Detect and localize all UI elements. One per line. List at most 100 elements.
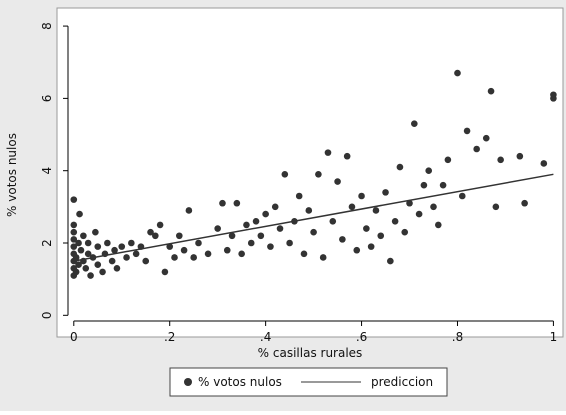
point: [219, 199, 226, 207]
point: [396, 163, 404, 171]
point: [492, 203, 500, 211]
point: [343, 152, 351, 160]
point: [147, 228, 154, 236]
point: [161, 268, 169, 276]
point: [76, 210, 83, 218]
point: [329, 218, 337, 225]
point: [123, 254, 130, 261]
point: [540, 160, 548, 167]
point: [70, 221, 78, 229]
point: [295, 192, 303, 200]
point: [363, 225, 370, 232]
x-tick-label: 0: [70, 330, 78, 344]
point: [463, 127, 471, 135]
fit-line: [73, 173, 554, 262]
point: [473, 145, 480, 153]
point: [243, 221, 250, 229]
point: [70, 196, 78, 203]
point: [367, 243, 375, 250]
point: [82, 265, 90, 272]
point: [214, 225, 221, 232]
point: [310, 228, 317, 236]
point: [458, 192, 466, 200]
point: [348, 203, 356, 211]
point: [142, 257, 150, 265]
point: [128, 239, 135, 247]
point: [104, 239, 111, 247]
point: [70, 236, 78, 243]
point: [113, 265, 121, 272]
point: [70, 228, 78, 236]
x-tick-label: 1: [550, 330, 558, 344]
point: [444, 156, 452, 164]
legend-marker: [184, 378, 192, 386]
point: [87, 272, 94, 279]
point: [454, 69, 461, 77]
point: [319, 254, 327, 261]
point: [550, 91, 557, 99]
point: [195, 239, 202, 247]
x-axis-label: % casillas rurales: [258, 346, 363, 360]
point: [406, 199, 413, 207]
point: [72, 268, 80, 276]
y-axis-label: % votos nulos: [5, 133, 19, 217]
point: [425, 167, 433, 174]
y-tick-label: 0: [40, 311, 54, 319]
x-tick-label: .6: [356, 330, 367, 344]
point: [281, 171, 289, 178]
point: [190, 254, 197, 261]
point: [166, 243, 174, 250]
point: [257, 232, 265, 240]
point: [108, 257, 116, 265]
point: [171, 254, 178, 261]
point: [94, 261, 102, 268]
point: [411, 120, 418, 127]
point: [420, 181, 428, 189]
x-tick-label: .4: [260, 330, 271, 344]
point: [353, 246, 361, 254]
point: [70, 243, 78, 250]
point: [94, 243, 102, 250]
point: [77, 246, 85, 254]
point: [497, 156, 504, 164]
point: [75, 239, 82, 247]
point: [180, 246, 188, 254]
x-tick-label: .2: [164, 330, 175, 344]
point: [132, 250, 140, 258]
point: [84, 239, 92, 247]
point: [339, 236, 346, 243]
point: [176, 232, 183, 240]
y-tick-label: 4: [40, 167, 54, 175]
point: [521, 199, 528, 207]
point: [111, 246, 118, 254]
point: [391, 218, 399, 225]
point: [233, 199, 241, 207]
point: [439, 181, 447, 189]
point: [72, 254, 80, 261]
x-tick-label: .8: [452, 330, 463, 344]
point: [238, 250, 245, 258]
point: [84, 250, 92, 258]
point: [286, 239, 293, 247]
point: [80, 232, 87, 240]
legend-label: % votos nulos: [198, 375, 282, 389]
point: [334, 178, 341, 185]
point: [487, 87, 495, 95]
point: [252, 218, 260, 225]
point: [223, 246, 231, 254]
point: [482, 134, 490, 142]
y-tick-label: 2: [40, 239, 54, 247]
point: [382, 189, 389, 196]
point: [387, 257, 394, 265]
point: [247, 239, 255, 247]
point: [358, 192, 365, 200]
point: [204, 250, 212, 258]
y-tick-label: 6: [40, 95, 54, 103]
point: [152, 232, 159, 240]
point: [430, 203, 437, 211]
plot-area: [56, 7, 564, 338]
point: [118, 243, 126, 250]
point: [324, 149, 332, 156]
